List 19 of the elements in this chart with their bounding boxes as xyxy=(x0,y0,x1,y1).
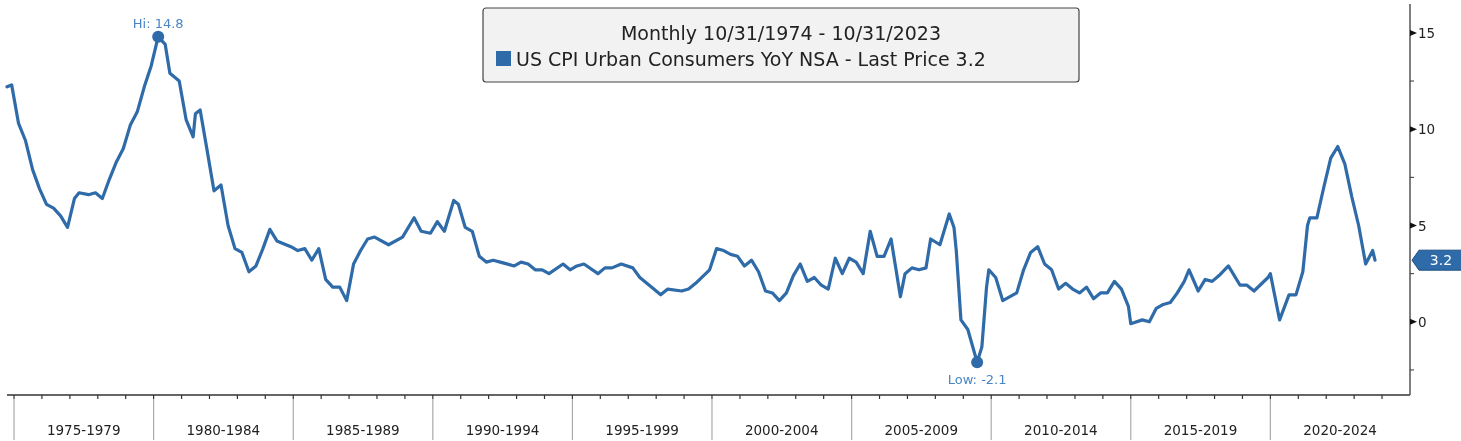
y-tick-label: 15 xyxy=(1418,24,1436,41)
y-tick-label: 0 xyxy=(1418,313,1427,330)
x-tick-label: 2015-2019 xyxy=(1163,422,1238,438)
x-tick-label: 1985-1989 xyxy=(326,422,400,438)
x-tick-label: 2005-2009 xyxy=(884,422,959,438)
legend-label: US CPI Urban Consumers YoY NSA - Last Price 3.2 xyxy=(516,48,986,70)
x-tick-label: 2000-2004 xyxy=(744,422,819,438)
annotation: Low: -2.1 xyxy=(947,372,1007,388)
text: Monthly 10/31/1974 - 10/31/2023 xyxy=(620,22,942,44)
x-tick-label: 2010-2014 xyxy=(1024,422,1098,438)
x-tick-label: 1995-1999 xyxy=(605,422,679,438)
y-tick-label: 5 xyxy=(1418,217,1427,234)
x-tick-label: 1980-1984 xyxy=(186,422,261,438)
x-tick-label: 1990-1994 xyxy=(465,422,540,438)
text: 3.2 xyxy=(1429,252,1453,269)
x-tick-label: 1975-1979 xyxy=(46,422,121,438)
x-tick-label: 2020-2024 xyxy=(1303,422,1377,438)
annotation: Hi: 14.8 xyxy=(132,15,184,31)
y-tick-label: 10 xyxy=(1418,121,1436,138)
